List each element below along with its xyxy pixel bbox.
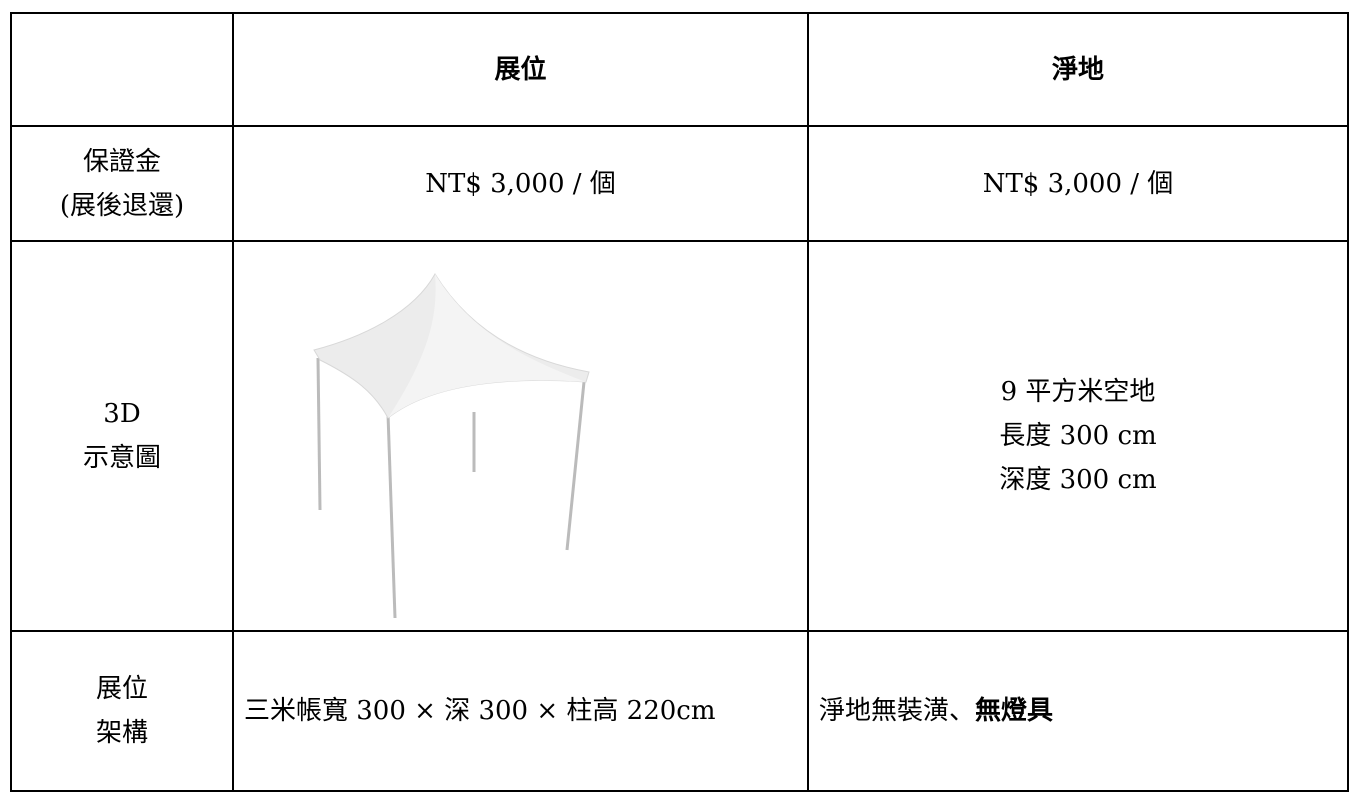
- label-line: 展位: [95, 674, 148, 704]
- label-line: 3D: [103, 399, 141, 429]
- pole: [565, 381, 586, 551]
- cell-line: 長度 300 cm: [999, 421, 1157, 451]
- cell: 三米帳寬 300 × 深 300 × 柱高 220cm: [232, 630, 809, 792]
- cell: NT$ 3,000 / 個: [807, 125, 1349, 242]
- cell: 淨地無裝潢、無燈具: [807, 630, 1349, 792]
- row-label: 3D 示意圖: [10, 240, 234, 632]
- corner-cell: [10, 12, 234, 127]
- row-label: 展位 架構: [10, 630, 234, 792]
- cell: NT$ 3,000 / 個: [232, 125, 809, 242]
- header-row: 展位 淨地: [10, 12, 1349, 127]
- row-label: 保證金 (展後退還): [10, 125, 234, 242]
- label-line: (展後退還): [59, 190, 185, 221]
- image-cell: [232, 240, 809, 632]
- row: 展位 架構 三米帳寬 300 × 深 300 × 柱高 220cm 淨地無裝潢、…: [10, 630, 1349, 792]
- cell: 9 平方米空地 長度 300 cm 深度 300 cm: [807, 240, 1349, 632]
- tent-image: [313, 273, 590, 619]
- pole: [386, 413, 397, 619]
- cell-text: 三米帳寬 300 × 深 300 × 柱高 220cm: [244, 696, 716, 726]
- header-cell: 展位: [232, 12, 809, 127]
- pole: [316, 357, 322, 511]
- tent-poles: [316, 357, 586, 619]
- label-line: 示意圖: [82, 443, 161, 473]
- row: 保證金 (展後退還) NT$ 3,000 / 個 NT$ 3,000 / 個: [10, 125, 1349, 242]
- row: 3D 示意圖 9 平方米空地 長度 300 cm 深度 300 cm: [10, 240, 1349, 632]
- tent-roof-front: [388, 274, 586, 418]
- cell-text: NT$ 3,000 / 個: [982, 168, 1174, 199]
- cell-text-bold: 無燈具: [975, 696, 1054, 726]
- label-line: 架構: [95, 718, 148, 748]
- header-cell: 淨地: [807, 12, 1349, 127]
- cell-line: 9 平方米空地: [1000, 377, 1156, 407]
- label-line: 保證金: [82, 146, 161, 177]
- pricing-table: 展位 淨地 保證金 (展後退還) NT$ 3,000 / 個 NT$ 3,000…: [10, 12, 1349, 792]
- cell-line: 深度 300 cm: [999, 465, 1157, 495]
- cell-text: 淨地無裝潢、: [819, 696, 976, 726]
- cell-text: NT$ 3,000 / 個: [425, 168, 616, 199]
